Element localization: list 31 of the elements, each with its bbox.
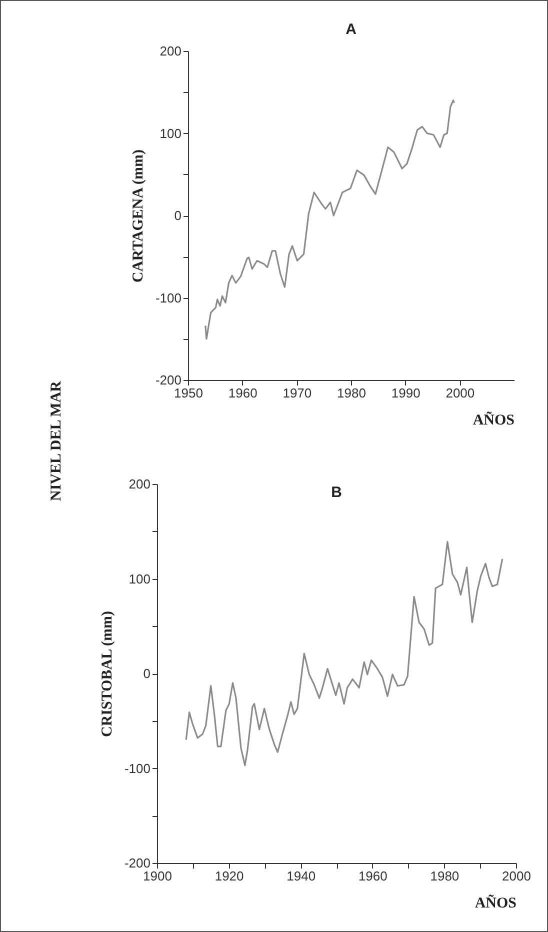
x-tick-label: 1960 xyxy=(228,386,258,400)
x-tick-label: 1900 xyxy=(143,868,172,884)
y-axis-title: CRISTOBAL (mm) xyxy=(99,611,116,737)
x-tick-label: 1980 xyxy=(337,386,366,400)
x-tick-label: 1980 xyxy=(430,868,460,884)
line-series xyxy=(204,100,456,340)
x-tick-label: 1970 xyxy=(282,386,312,400)
y-tick-label: 100 xyxy=(128,571,150,586)
chart-title: B xyxy=(331,484,342,501)
x-tick-label: 1920 xyxy=(214,868,244,884)
y-tick-label: -100 xyxy=(124,760,150,776)
chart-title: A xyxy=(346,21,357,38)
y-axis-title: CARTAGENA (mm) xyxy=(130,150,146,282)
x-tick-label: 1940 xyxy=(286,868,316,884)
y-tick-label: -200 xyxy=(124,856,150,870)
x-axis-title: AÑOS xyxy=(472,412,514,428)
x-tick-label: 1990 xyxy=(391,386,420,400)
y-tick-label: 200 xyxy=(128,476,150,492)
x-axis-title: AÑOS xyxy=(474,894,516,912)
text: NIVEL DEL MAR xyxy=(48,380,66,502)
x-tick-label: 2000 xyxy=(446,386,475,400)
y-tick-label: -200 xyxy=(155,372,182,388)
x-tick-label: 1960 xyxy=(358,868,388,884)
y-tick-label: 0 xyxy=(143,666,150,681)
y-tick-label: 0 xyxy=(174,208,182,223)
y-tick-label: 200 xyxy=(160,44,182,58)
x-tick-label: 1950 xyxy=(174,386,203,400)
y-tick-label: -100 xyxy=(155,290,182,306)
y-tick-label: 100 xyxy=(160,126,182,141)
line-series xyxy=(185,540,504,766)
x-tick-label: 2000 xyxy=(502,868,531,884)
